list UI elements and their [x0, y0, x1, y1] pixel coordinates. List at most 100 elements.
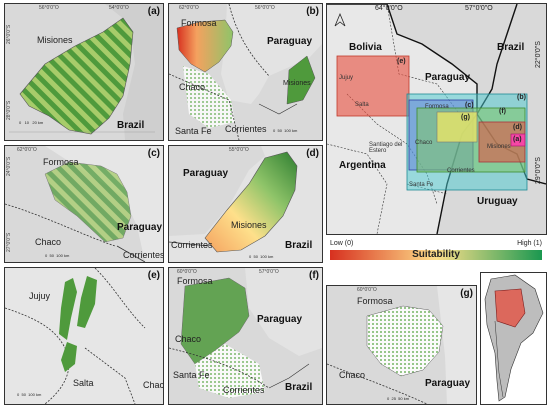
north-arrow [334, 12, 346, 27]
panel-b-svg [169, 4, 322, 140]
panel-g-tag: (g) [460, 288, 473, 299]
label-jujuy: Jujuy [29, 291, 51, 301]
coord-lat-1: 24°0'0"S [6, 156, 12, 176]
label-corrientes: Corrientes [223, 385, 265, 395]
label-formosa: Formosa [177, 276, 213, 286]
ov-label-formosa: Formosa [425, 104, 449, 110]
scale-bar: 0 50 100 km [45, 253, 70, 258]
ov-coord-lon-1: 64°0'0"O [375, 5, 403, 12]
scale-bar: 0 10 20 km [19, 120, 44, 125]
ov-box-label-g: (g) [461, 114, 470, 121]
label-corrientes: Corrientes [171, 240, 213, 250]
label-salta: Salta [73, 378, 94, 388]
label-misiones: Misiones [283, 80, 311, 87]
ov-label-salta: Salta [355, 102, 369, 108]
ov-box-label-b: (b) [517, 94, 526, 101]
coord-lat-2: 28°0'0"S [6, 100, 12, 120]
salta-strip-3 [61, 342, 77, 372]
panel-a-misiones-map: (a) Misiones Brazil 56°0'0"O 54°0'0"O 26… [4, 3, 164, 141]
overview-svg [327, 4, 546, 234]
label-corrientes: Corrientes [225, 124, 267, 134]
label-paraguay: Paraguay [183, 168, 229, 179]
label-formosa: Formosa [43, 157, 79, 167]
legend-gradient-bar [330, 250, 542, 260]
legend-title: Suitability [412, 249, 460, 260]
label-paraguay: Paraguay [267, 36, 313, 47]
legend: Low (0) High (1) Suitability [330, 240, 542, 262]
locator-svg [484, 274, 544, 402]
label-formosa: Formosa [357, 296, 393, 306]
panel-d-misiones-map: (d) Paraguay Misiones Corrientes Brazil … [168, 145, 323, 263]
formosa-chaco-suitability [180, 277, 250, 365]
coord-lat-2: 27°0'0"S [6, 232, 12, 252]
ov-box-label-e: (e) [397, 58, 406, 65]
ov-label-santiago: Santiago del Estero [369, 142, 403, 154]
scale-bar: 0 25 50 km [387, 396, 410, 401]
label-chaco: Chaco [143, 380, 164, 390]
box-g [436, 111, 478, 143]
chaco-sparse-area [195, 344, 265, 398]
label-chaco: Chaco [179, 82, 206, 92]
ov-box-label-c: (c) [465, 102, 474, 109]
coord-lon-2: 54°0'0"O [109, 5, 129, 11]
panel-c-tag: (c) [147, 148, 160, 159]
label-chaco: Chaco [35, 237, 62, 247]
locator-south-america [480, 272, 547, 405]
scale-bar: 0 50 100 km [249, 254, 274, 259]
coord-lon-1: 56°0'0"O [39, 5, 59, 11]
label-formosa: Formosa [181, 18, 217, 28]
ov-label-chaco: Chaco [415, 140, 433, 146]
label-paraguay: Paraguay [257, 314, 303, 325]
box-a [510, 133, 526, 147]
coord-lon-1: 60°0'0"O [357, 287, 377, 293]
ov-coord-lat-1: 22°0'0"S [535, 41, 542, 68]
coord-lon-1: 62°0'0"O [17, 147, 37, 153]
label-misiones: Misiones [231, 220, 267, 230]
panel-c-svg [5, 146, 163, 262]
label-brazil: Brazil [285, 382, 313, 393]
legend-high-label: High (1) [517, 240, 542, 247]
salta-strip-2 [77, 276, 97, 328]
panel-b-tag: (b) [306, 6, 319, 17]
salta-strip-1 [59, 278, 77, 340]
panel-d-svg [169, 146, 322, 262]
ov-label-brazil: Brazil [497, 42, 525, 53]
panel-f-chaco-corrientes-map: (f) Formosa Paraguay Chaco Santa Fe Corr… [168, 267, 323, 405]
panel-a-tag: (a) [147, 6, 160, 17]
formosa-suitability-area [44, 161, 132, 243]
chaco-sparse-area [183, 66, 235, 128]
ov-label-paraguay: Paraguay [425, 72, 471, 83]
ov-label-jujuy: Jujuy [339, 75, 354, 81]
legend-low-label: Low (0) [330, 240, 354, 247]
label-chaco: Chaco [339, 370, 366, 380]
ov-coord-lon-2: 57°0'0"O [465, 5, 493, 12]
overview-map: 64°0'0"O 57°0'0"O 22°0'0"S 29°0'0"S Boli… [326, 3, 547, 235]
panel-e-svg [5, 268, 146, 404]
misiones-suitability-area [19, 17, 134, 135]
ov-label-misiones: Misiones [487, 144, 511, 150]
ov-label-santafe: Santa Fe [409, 182, 434, 188]
label-santafe: Santa Fe [175, 126, 212, 136]
panel-e-salta-jujuy-map: (e) Jujuy Salta Chaco 0 50 100 km [4, 267, 164, 405]
label-chaco: Chaco [175, 334, 202, 344]
ov-label-argentina: Argentina [339, 160, 386, 171]
ov-label-corrientes: Corrientes [447, 168, 475, 174]
formosa-detail-suitability [366, 305, 444, 377]
misiones-strip [286, 55, 316, 105]
label-misiones: Misiones [37, 35, 73, 45]
label-santafe: Santa Fe [173, 370, 210, 380]
panel-b-northeast-map: (b) Formosa Paraguay Chaco Misiones Sant… [168, 3, 323, 141]
coord-lon-1: 62°0'0"O [179, 5, 199, 11]
panel-g-svg [327, 286, 476, 404]
label-brazil: Brazil [117, 120, 145, 131]
panel-f-svg [169, 268, 322, 404]
scale-bar: 0 50 100 km [273, 128, 298, 133]
ov-box-label-f: (f) [499, 108, 506, 115]
label-corrientes: Corrientes [123, 250, 164, 260]
ov-box-label-a: (a) [513, 136, 522, 143]
panel-d-tag: (d) [306, 148, 319, 159]
ov-label-uruguay: Uruguay [477, 196, 518, 207]
ov-coord-lat-2: 29°0'0"S [535, 157, 542, 184]
coord-lat-1: 26°0'0"S [6, 24, 12, 44]
label-paraguay: Paraguay [117, 222, 163, 233]
